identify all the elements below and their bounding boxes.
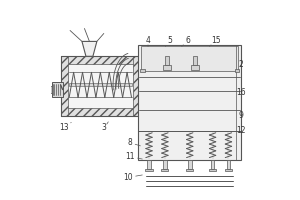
Bar (49, 86, 52, 93)
Bar (61, 108, 140, 116)
Bar (193, 56, 197, 65)
Bar (211, 160, 214, 169)
Bar (163, 65, 171, 70)
Text: 16: 16 (236, 88, 246, 97)
Text: 9: 9 (239, 111, 244, 120)
Bar (138, 45, 242, 160)
Bar (140, 69, 145, 72)
Polygon shape (82, 41, 97, 56)
Bar (141, 46, 238, 71)
Bar (161, 169, 169, 171)
Bar (227, 160, 230, 169)
Text: 13: 13 (59, 122, 71, 132)
Text: 3: 3 (102, 122, 108, 132)
Text: 2: 2 (239, 60, 244, 69)
Bar (165, 56, 170, 65)
Bar (147, 160, 151, 169)
Bar (163, 160, 167, 169)
Text: 10: 10 (123, 173, 142, 182)
Bar (186, 169, 193, 171)
Bar (52, 82, 63, 97)
Text: 5: 5 (165, 36, 172, 46)
Text: 6: 6 (182, 36, 190, 46)
Bar (146, 169, 153, 171)
Bar (133, 56, 140, 116)
Bar (61, 56, 140, 64)
Bar (225, 169, 232, 171)
Text: 11: 11 (125, 152, 142, 161)
Bar (190, 65, 199, 70)
Bar (209, 169, 216, 171)
Bar (61, 56, 68, 116)
Bar (68, 64, 133, 108)
Bar (235, 69, 239, 72)
Bar (69, 83, 131, 86)
Bar (61, 56, 140, 116)
Text: 4: 4 (146, 36, 151, 46)
Bar (188, 160, 191, 169)
Text: 15: 15 (210, 36, 220, 46)
Text: 8: 8 (128, 138, 140, 147)
Text: 12: 12 (237, 126, 246, 135)
